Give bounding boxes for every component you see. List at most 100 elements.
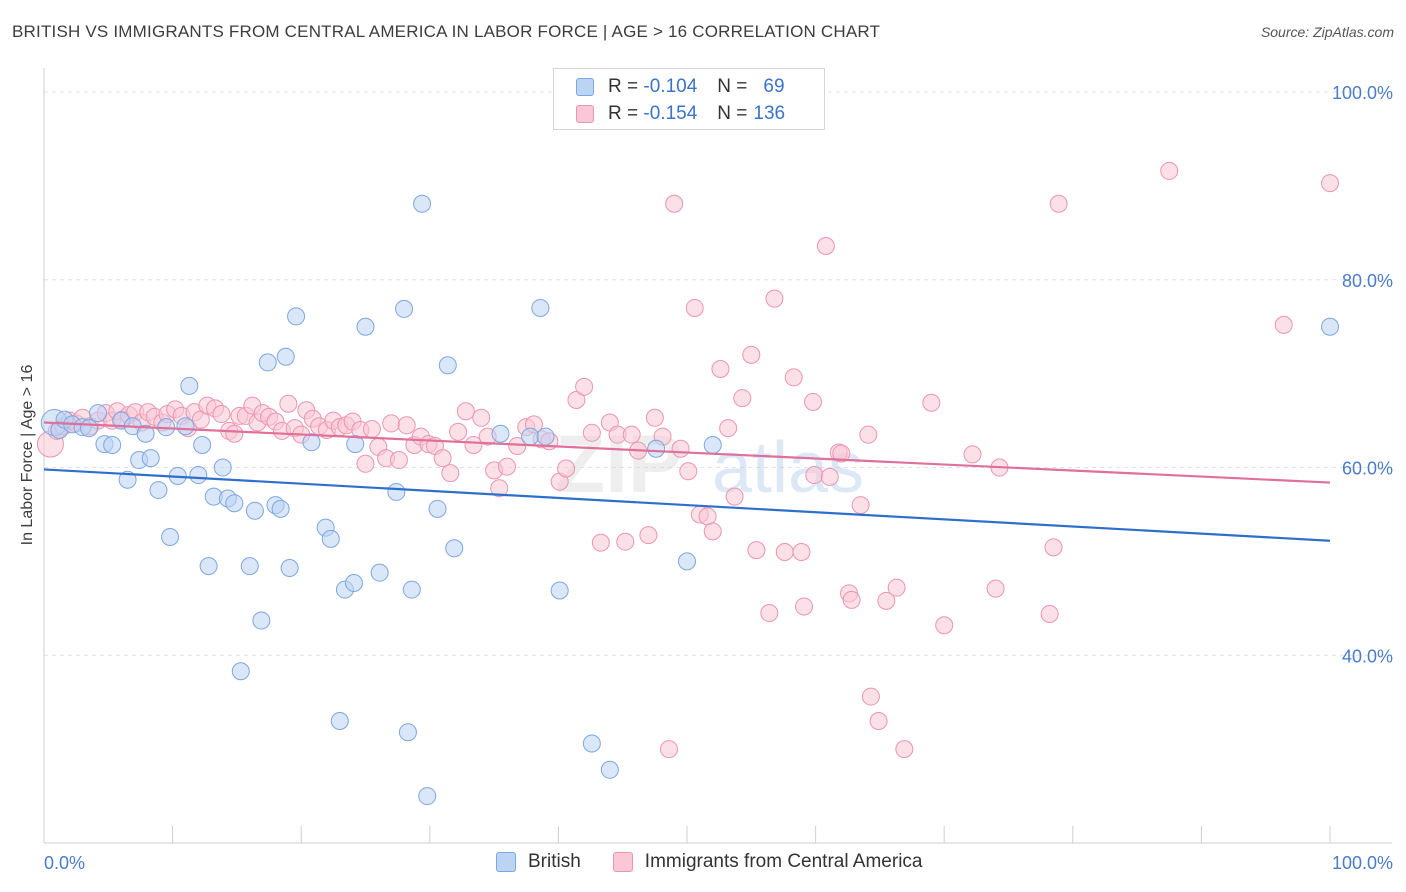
immigrants-point [356,454,375,473]
legend-row-immigrants: R = -0.154 N = 136 [576,101,785,127]
immigrants-point [659,740,678,759]
british-point [356,317,375,336]
series-legend: British Immigrants from Central America [496,851,954,873]
british-point [550,581,569,600]
series-british-points [40,194,1339,806]
immigrants-point [922,393,941,412]
british-point [600,760,619,779]
immigrants-point [1321,174,1339,193]
immigrants-point [582,423,601,442]
immigrants-point [760,604,779,623]
immigrants-point [733,389,752,408]
british-point [302,433,321,452]
immigrants-point [679,462,698,481]
immigrants-point [742,345,761,364]
n-label: N = [717,76,748,97]
immigrants-swatch-icon [612,852,633,872]
british-point [321,529,340,548]
watermark: ZIP atlas [555,419,864,510]
tick-labels: 100.0% 80.0% 60.0% 40.0% 0.0% 100.0% [44,83,1393,873]
british-point [428,499,447,518]
british-point [445,539,464,558]
british-point [395,299,414,318]
immigrants-point [792,543,811,562]
immigrants-point [842,590,861,609]
chart-title: BRITISH VS IMMIGRANTS FROM CENTRAL AMERI… [12,22,881,41]
immigrants-point [671,439,690,458]
legend-label: Immigrants from Central America [644,851,923,872]
immigrants-point [747,541,766,560]
british-point [136,424,155,443]
immigrants-point [497,457,516,476]
british-point [678,552,696,571]
immigrants-point [698,507,717,526]
immigrants-point [433,449,452,468]
legend-row-british: R = -0.104 N = 69 [576,74,785,100]
immigrants-point [711,359,730,378]
immigrants-point [472,408,491,427]
british-point [413,194,432,213]
trend-lines [43,421,1331,542]
immigrants-point [804,392,823,411]
british-point [330,711,349,730]
british-point [118,470,137,489]
british-point [213,458,232,477]
immigrants-point [362,420,381,439]
british-point [149,481,168,500]
immigrants-point [963,445,982,464]
r-label: R = [608,103,639,124]
immigrants-point [389,451,408,470]
immigrants-point [851,496,870,515]
immigrants-point [397,416,416,435]
british-point [176,417,195,436]
british-point [521,427,540,446]
immigrants-point [784,368,803,387]
immigrants-point [575,377,594,396]
immigrants-point [464,436,483,455]
immigrants-point [225,424,244,443]
legend-item-british: British [496,851,581,873]
immigrants-point [795,597,814,616]
british-point [245,501,264,520]
immigrants-point [449,422,468,441]
immigrants-point [859,425,878,444]
immigrants-point [382,414,401,433]
british-point [231,662,250,681]
immigrants-point [1049,194,1068,213]
immigrants-point [725,487,744,506]
immigrants-point [775,543,794,562]
british-point [276,347,295,366]
immigrants-point [1274,315,1293,334]
immigrants-swatch-icon [576,105,594,123]
immigrants-point [805,466,824,485]
immigrants-point [567,390,586,409]
immigrants-point [832,444,851,463]
n-value: 136 [753,103,786,124]
british-point [161,528,180,546]
immigrants-point [765,289,784,308]
british-point [193,436,212,455]
immigrants-point [877,591,896,610]
immigrants-point [645,408,664,427]
british-point [346,435,365,454]
series-immigrants-points [36,161,1339,759]
british-point [287,307,306,326]
british-point [103,436,122,455]
british-point [189,466,208,485]
british-point [280,558,299,577]
x-tick-label: 100.0% [1332,853,1393,873]
immigrants-point [861,687,880,706]
british-point [438,356,457,375]
n-label: N = [717,103,748,124]
british-point [258,353,277,372]
british-point [531,298,550,317]
british-trend-line [43,468,1331,542]
immigrants-point [685,298,704,317]
british-swatch-icon [496,852,516,872]
immigrants-point [1040,604,1059,623]
immigrants-point [441,464,460,483]
immigrants-point [816,237,835,256]
british-point [370,563,389,582]
british-point [647,439,666,458]
